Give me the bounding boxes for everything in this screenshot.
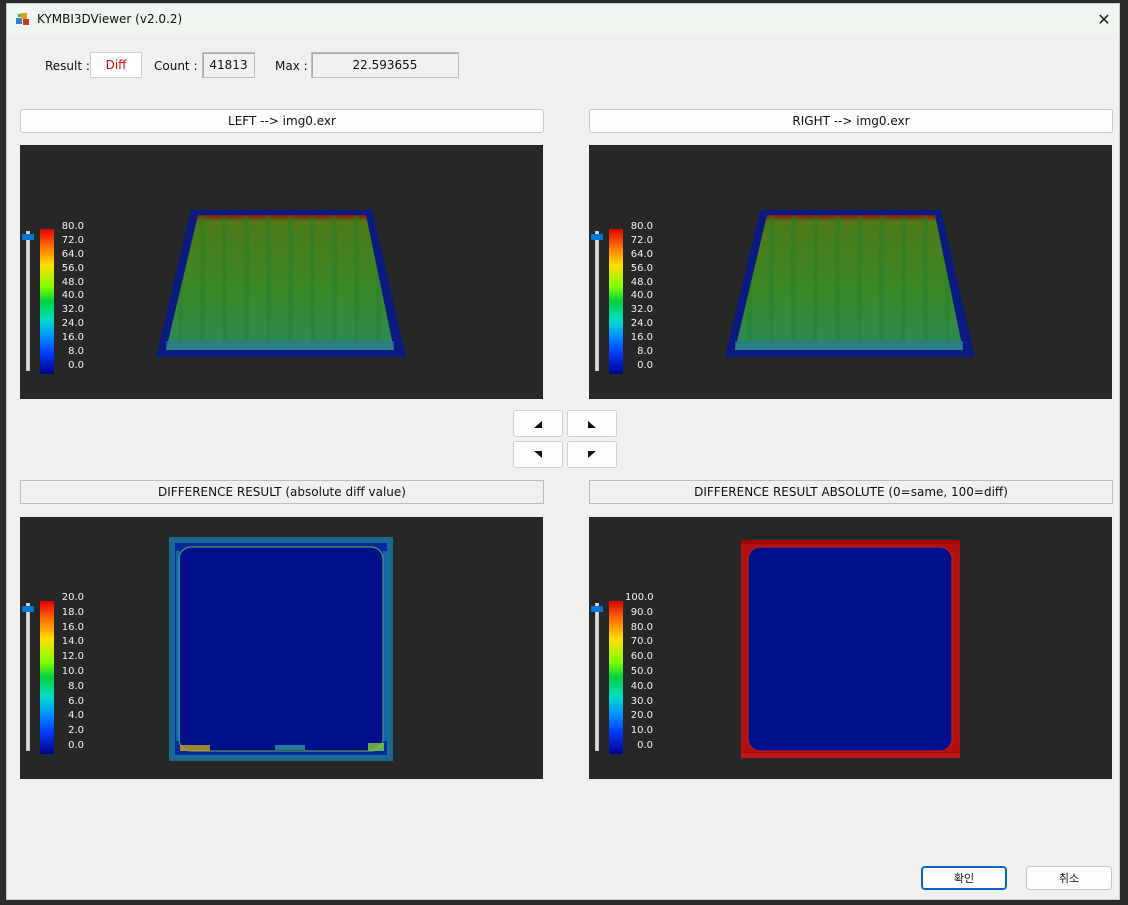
- colorbar-tick: 24.0: [630, 318, 653, 330]
- colorbar-tick: 0.0: [68, 739, 84, 751]
- colorbar-tick: 56.0: [630, 262, 653, 274]
- right-panel-header[interactable]: RIGHT --> img0.exr: [589, 109, 1113, 133]
- colorbar-tick: 72.0: [61, 234, 84, 246]
- colorbar-tick: 40.0: [630, 290, 653, 302]
- right-colorbar-ticks: 80.0 72.0 64.0 56.0 48.0 40.0 32.0 24.0 …: [625, 222, 653, 371]
- colorbar-tick: 14.0: [61, 636, 84, 648]
- rotate-up-left-icon: [534, 420, 542, 428]
- diff-map-render: [169, 537, 393, 761]
- app-icon: [16, 13, 29, 25]
- abs-panel-header: DIFFERENCE RESULT ABSOLUTE (0=same, 100=…: [589, 480, 1113, 504]
- rotate-down-right-icon: [588, 450, 596, 458]
- abs-range-slider[interactable]: [595, 603, 599, 751]
- abs-2d-viewport[interactable]: 100.0 90.0 80.0 70.0 60.0 50.0 40.0 30.0…: [589, 517, 1112, 779]
- colorbar-tick: 12.0: [61, 651, 84, 663]
- colorbar-tick: 0.0: [637, 359, 653, 371]
- left-colorbar-ticks: 80.0 72.0 64.0 56.0 48.0 40.0 32.0 24.0 …: [56, 222, 84, 371]
- title-bar: KYMBI3DViewer (v2.0.2) ✕: [7, 4, 1119, 34]
- max-label: Max :: [275, 59, 308, 73]
- left-range-slider[interactable]: [26, 231, 30, 371]
- colorbar-tick: 64.0: [61, 248, 84, 260]
- rotate-up-right-icon: [588, 420, 596, 428]
- rotate-up-left-button[interactable]: [513, 410, 563, 437]
- colorbar-tick: 70.0: [630, 636, 653, 648]
- left-3d-viewport[interactable]: 80.0 72.0 64.0 56.0 48.0 40.0 32.0 24.0 …: [20, 145, 543, 399]
- abs-slider-thumb[interactable]: [591, 606, 603, 612]
- dialog-window: KYMBI3DViewer (v2.0.2) ✕ Result : Diff C…: [6, 3, 1120, 900]
- colorbar-tick: 0.0: [637, 739, 653, 751]
- diff-range-slider[interactable]: [26, 603, 30, 751]
- colorbar-tick: 16.0: [61, 621, 84, 633]
- colorbar-tick: 4.0: [68, 710, 84, 722]
- colorbar-tick: 100.0: [625, 592, 654, 603]
- left-slider-thumb[interactable]: [22, 234, 34, 240]
- abs-colorbar: [609, 601, 623, 754]
- colorbar-tick: 8.0: [68, 346, 84, 358]
- close-icon: ✕: [1097, 9, 1111, 29]
- colorbar-tick: 40.0: [61, 290, 84, 302]
- right-surface-render: [725, 210, 975, 357]
- colorbar-tick: 20.0: [630, 710, 653, 722]
- colorbar-tick: 50.0: [630, 665, 653, 677]
- colorbar-tick: 60.0: [630, 651, 653, 663]
- colorbar-tick: 64.0: [630, 248, 653, 260]
- count-field: 41813: [202, 52, 255, 78]
- diff-colorbar: [40, 601, 54, 754]
- colorbar-tick: 10.0: [61, 665, 84, 677]
- colorbar-tick: 30.0: [630, 695, 653, 707]
- colorbar-tick: 16.0: [61, 332, 84, 344]
- colorbar-tick: 32.0: [630, 304, 653, 316]
- rotate-down-right-button[interactable]: [567, 441, 617, 468]
- result-field: Diff: [90, 52, 142, 78]
- diff-2d-viewport[interactable]: 20.0 18.0 16.0 14.0 12.0 10.0 8.0 6.0 4.…: [20, 517, 543, 779]
- right-colorbar: [609, 229, 623, 374]
- colorbar-tick: 48.0: [61, 276, 84, 288]
- close-button[interactable]: ✕: [1089, 4, 1119, 34]
- colorbar-tick: 6.0: [68, 695, 84, 707]
- count-label: Count :: [154, 59, 198, 73]
- ok-button[interactable]: 확인: [921, 866, 1007, 890]
- colorbar-tick: 8.0: [68, 680, 84, 692]
- colorbar-tick: 48.0: [630, 276, 653, 288]
- right-slider-thumb[interactable]: [591, 234, 603, 240]
- cancel-button[interactable]: 취소: [1026, 866, 1112, 890]
- rotate-down-left-icon: [534, 450, 542, 458]
- colorbar-tick: 80.0: [630, 221, 653, 232]
- rotate-up-right-button[interactable]: [567, 410, 617, 437]
- colorbar-tick: 40.0: [630, 680, 653, 692]
- diff-panel-header: DIFFERENCE RESULT (absolute diff value): [20, 480, 544, 504]
- colorbar-tick: 0.0: [68, 359, 84, 371]
- colorbar-tick: 90.0: [630, 606, 653, 618]
- colorbar-tick: 80.0: [61, 221, 84, 232]
- rotate-down-left-button[interactable]: [513, 441, 563, 468]
- abs-colorbar-ticks: 100.0 90.0 80.0 70.0 60.0 50.0 40.0 30.0…: [625, 592, 654, 751]
- result-label: Result :: [45, 59, 90, 73]
- left-panel-header[interactable]: LEFT --> img0.exr: [20, 109, 544, 133]
- colorbar-tick: 24.0: [61, 318, 84, 330]
- max-field: 22.593655: [311, 52, 459, 78]
- colorbar-tick: 16.0: [630, 332, 653, 344]
- colorbar-tick: 72.0: [630, 234, 653, 246]
- window-title: KYMBI3DViewer (v2.0.2): [37, 12, 183, 26]
- colorbar-tick: 8.0: [637, 346, 653, 358]
- left-colorbar: [40, 229, 54, 374]
- colorbar-tick: 80.0: [630, 621, 653, 633]
- abs-map-render: [741, 540, 960, 758]
- colorbar-tick: 32.0: [61, 304, 84, 316]
- colorbar-tick: 18.0: [61, 606, 84, 618]
- colorbar-tick: 20.0: [61, 592, 84, 603]
- colorbar-tick: 56.0: [61, 262, 84, 274]
- right-range-slider[interactable]: [595, 231, 599, 371]
- colorbar-tick: 2.0: [68, 725, 84, 737]
- colorbar-tick: 10.0: [630, 725, 653, 737]
- diff-colorbar-ticks: 20.0 18.0 16.0 14.0 12.0 10.0 8.0 6.0 4.…: [56, 593, 84, 751]
- right-3d-viewport[interactable]: 80.0 72.0 64.0 56.0 48.0 40.0 32.0 24.0 …: [589, 145, 1112, 399]
- diff-slider-thumb[interactable]: [22, 606, 34, 612]
- left-surface-render: [156, 210, 406, 357]
